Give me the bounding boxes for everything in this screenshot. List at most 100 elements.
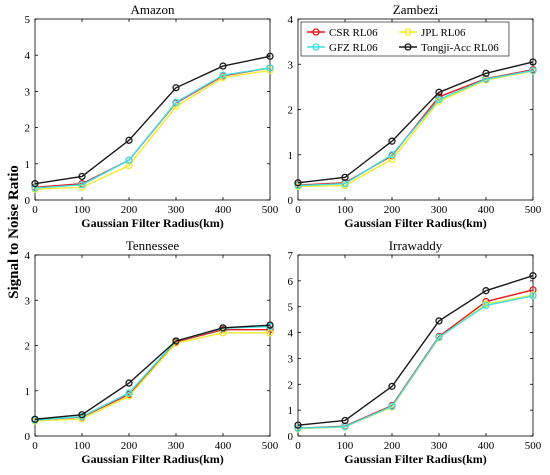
x-tick-label: 400 [478, 204, 495, 216]
y-tick-label: 5 [25, 14, 31, 26]
y-tick-label: 4 [288, 328, 294, 340]
y-tick-label: 5 [288, 302, 294, 314]
series-line [297, 275, 534, 426]
x-tick-label: 0 [32, 204, 38, 216]
data-point [125, 389, 133, 397]
series-line [297, 70, 534, 188]
y-tick-label: 4 [25, 50, 31, 62]
series-line [34, 55, 271, 185]
data-point [266, 321, 274, 329]
legend-swatch-marker [312, 28, 320, 36]
legend-entry: GFZ RL06 [307, 42, 378, 54]
data-point [435, 95, 443, 104]
y-tick-label: 2 [25, 123, 31, 135]
series-tongji-acc-rl06 [31, 321, 274, 423]
y-tick-label: 0 [288, 431, 294, 443]
x-axis-label: Gaussian Filter Radius(km) [344, 216, 486, 230]
data-point [529, 58, 537, 66]
panel-irrawaddy: Irrawaddy 0 100 200 300 400 500 0 1 2 3 4 5 6 7 Gaussia… [288, 238, 542, 466]
x-tick-label: 200 [121, 204, 138, 216]
legend-label: GFZ RL06 [329, 42, 378, 54]
y-axis-label: Signal to Noise Ratio [6, 165, 22, 299]
x-tick-label: 500 [262, 440, 279, 452]
legend-entry: Tongji-Acc RL06 [399, 42, 499, 54]
y-tick-label: 2 [25, 341, 31, 353]
y-tick-label: 0 [25, 195, 31, 207]
series-line [297, 69, 534, 187]
series-tongji-acc-rl06 [294, 58, 537, 187]
series-jpl-rl06 [31, 66, 274, 193]
panel-title: Zambezi [393, 2, 439, 17]
x-tick-label: 200 [121, 440, 138, 452]
panel-amazon: Amazon 0 100 200 300 400 500 0 1 2 3 4 5 Gaussian Fil… [25, 2, 279, 230]
data-point [435, 88, 443, 96]
data-point [219, 71, 227, 79]
legend-entry: JPL RL06 [399, 27, 466, 39]
data-point [435, 333, 443, 341]
legend-swatch-marker [404, 28, 412, 36]
data-point [341, 173, 349, 182]
x-tick-label: 300 [168, 204, 185, 216]
series-tongji-acc-rl06 [294, 272, 537, 429]
y-tick-label: 4 [25, 250, 31, 262]
y-tick-label: 2 [288, 379, 294, 391]
plot-area [34, 18, 271, 201]
legend: CSR RL06 JPL RL06 GFZ RL06 Tongji-Acc RL06 [300, 21, 510, 57]
data-point [78, 172, 86, 181]
y-tick-label: 6 [288, 276, 294, 288]
panel-title: Amazon [130, 2, 175, 17]
x-tick-label: 200 [384, 440, 401, 452]
x-tick-label: 300 [431, 204, 448, 216]
data-point [31, 180, 39, 188]
legend-label: JPL RL06 [421, 27, 466, 39]
x-axis-label: Gaussian Filter Radius(km) [344, 452, 486, 466]
data-point [219, 62, 227, 70]
y-tick-label: 0 [288, 195, 294, 207]
x-tick-label: 200 [384, 204, 401, 216]
x-tick-label: 0 [295, 204, 301, 216]
y-tick-label: 3 [25, 86, 31, 98]
data-point [125, 379, 133, 387]
y-tick-label: 4 [288, 14, 294, 26]
x-tick-label: 500 [262, 204, 279, 216]
series-line [297, 61, 534, 184]
y-tick-label: 3 [288, 59, 294, 71]
data-point [219, 329, 227, 337]
panel-title: Tennessee [126, 238, 179, 253]
y-tick-label: 2 [288, 105, 294, 117]
series-gfz-rl06 [294, 292, 537, 432]
x-tick-label: 400 [478, 440, 495, 452]
x-tick-label: 100 [337, 440, 354, 452]
data-point [31, 415, 39, 423]
data-point [172, 84, 180, 92]
data-point [388, 151, 396, 159]
x-tick-label: 500 [525, 440, 542, 452]
data-point [125, 136, 133, 144]
x-tick-label: 100 [74, 204, 91, 216]
y-tick-label: 1 [288, 150, 294, 162]
data-point [78, 181, 86, 189]
panel-title: Irrawaddy [389, 238, 443, 253]
data-point [125, 156, 133, 164]
data-point [219, 324, 227, 332]
y-tick-label: 7 [288, 250, 294, 262]
x-tick-label: 300 [168, 440, 185, 452]
x-tick-label: 500 [525, 204, 542, 216]
x-axis-label: Gaussian Filter Radius(km) [81, 452, 223, 466]
data-point [529, 66, 537, 75]
data-point [482, 69, 490, 77]
data-point [341, 416, 349, 425]
x-tick-label: 0 [295, 440, 301, 452]
series-gfz-rl06 [31, 64, 274, 192]
legend-box [300, 21, 510, 57]
panel-tennessee: Tennessee 0 100 200 300 400 500 0 1 2 3 4 Gaussian F… [25, 238, 279, 466]
data-point [172, 337, 180, 345]
plot-area [297, 254, 534, 437]
data-point [388, 155, 396, 163]
y-tick-label: 1 [25, 386, 31, 398]
data-point [482, 301, 490, 310]
x-tick-label: 100 [337, 204, 354, 216]
legend-label: CSR RL06 [329, 27, 378, 39]
legend-label: Tongji-Acc RL06 [421, 42, 499, 54]
